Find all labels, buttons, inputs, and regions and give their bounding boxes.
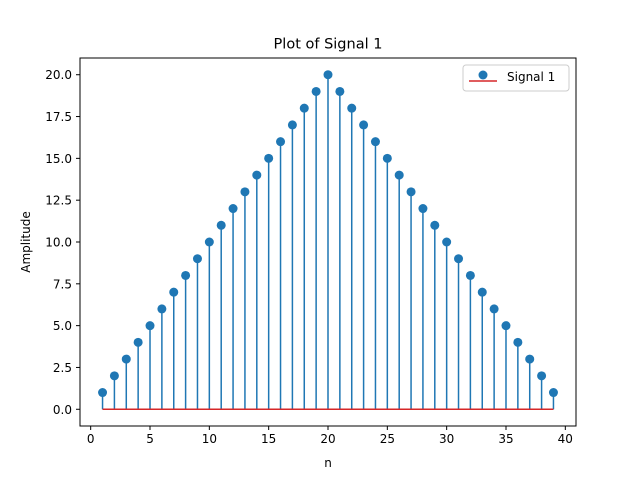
y-tick-label: 10.0: [45, 236, 72, 250]
stem-series: [98, 70, 558, 411]
x-axis-ticks: 0 5 10 15 20 25 30 35 40: [87, 426, 573, 446]
y-tick-label: 15.0: [45, 152, 72, 166]
stem-marker: [157, 304, 167, 314]
stem-marker: [394, 170, 404, 180]
y-tick-label: 7.5: [53, 277, 72, 291]
legend-label: Signal 1: [507, 70, 555, 84]
stem-marker: [418, 204, 428, 214]
y-axis-ticks: 0.0 2.5 5.0 7.5 10.0 12.5 15.0 17.5 20.0: [45, 68, 80, 417]
y-tick-label: 5.0: [53, 319, 72, 333]
stem-marker: [98, 388, 108, 398]
stem-marker: [287, 120, 297, 130]
stem-marker: [204, 237, 214, 247]
stem-marker: [252, 170, 262, 180]
stem-marker: [513, 337, 523, 347]
y-tick-label: 17.5: [45, 110, 72, 124]
stem-marker: [145, 321, 155, 331]
stem-marker: [525, 354, 535, 364]
stem-marker: [347, 103, 357, 113]
stem-marker: [192, 254, 202, 264]
stem-marker: [489, 304, 499, 314]
stem-marker: [430, 220, 440, 230]
x-tick-label: 40: [558, 432, 573, 446]
x-axis-label: n: [324, 456, 332, 470]
chart-title: Plot of Signal 1: [274, 37, 383, 53]
stem-marker: [216, 220, 226, 230]
x-tick-label: 5: [146, 432, 154, 446]
stem-marker: [264, 153, 274, 163]
x-tick-label: 15: [261, 432, 276, 446]
stem-marker: [121, 354, 131, 364]
stem-marker: [133, 337, 143, 347]
stem-marker: [109, 371, 119, 381]
y-tick-label: 20.0: [45, 68, 72, 82]
legend: Signal 1: [462, 64, 570, 92]
x-tick-label: 10: [202, 432, 217, 446]
stem-marker: [323, 70, 333, 80]
y-tick-label: 12.5: [45, 194, 72, 208]
stem-marker: [370, 137, 380, 147]
stem-marker: [442, 237, 452, 247]
stem-marker: [477, 287, 487, 297]
x-tick-label: 20: [320, 432, 335, 446]
stem-marker: [548, 388, 558, 398]
stem-marker: [169, 287, 179, 297]
stem-marker: [501, 321, 511, 331]
stem-marker: [276, 137, 286, 147]
stem-marker: [454, 254, 464, 264]
stem-marker: [406, 187, 416, 197]
legend-box: [462, 64, 570, 92]
x-tick-label: 30: [439, 432, 454, 446]
stem-marker: [382, 153, 392, 163]
x-tick-label: 0: [87, 432, 95, 446]
stem-marker: [537, 371, 547, 381]
x-tick-label: 25: [380, 432, 395, 446]
y-tick-label: 0.0: [53, 403, 72, 417]
stem-marker: [311, 86, 321, 96]
axes-frame: [79, 57, 577, 427]
stem-marker: [240, 187, 250, 197]
x-tick-label: 35: [498, 432, 513, 446]
stem-marker: [181, 270, 191, 280]
stem-marker: [299, 103, 309, 113]
stem-marker: [359, 120, 369, 130]
y-axis-label: Amplitude: [19, 211, 33, 273]
y-tick-label: 2.5: [53, 361, 72, 375]
stem-marker: [228, 204, 238, 214]
stem-marker: [335, 86, 345, 96]
legend-marker-swatch: [478, 70, 488, 80]
stem-marker: [465, 270, 475, 280]
